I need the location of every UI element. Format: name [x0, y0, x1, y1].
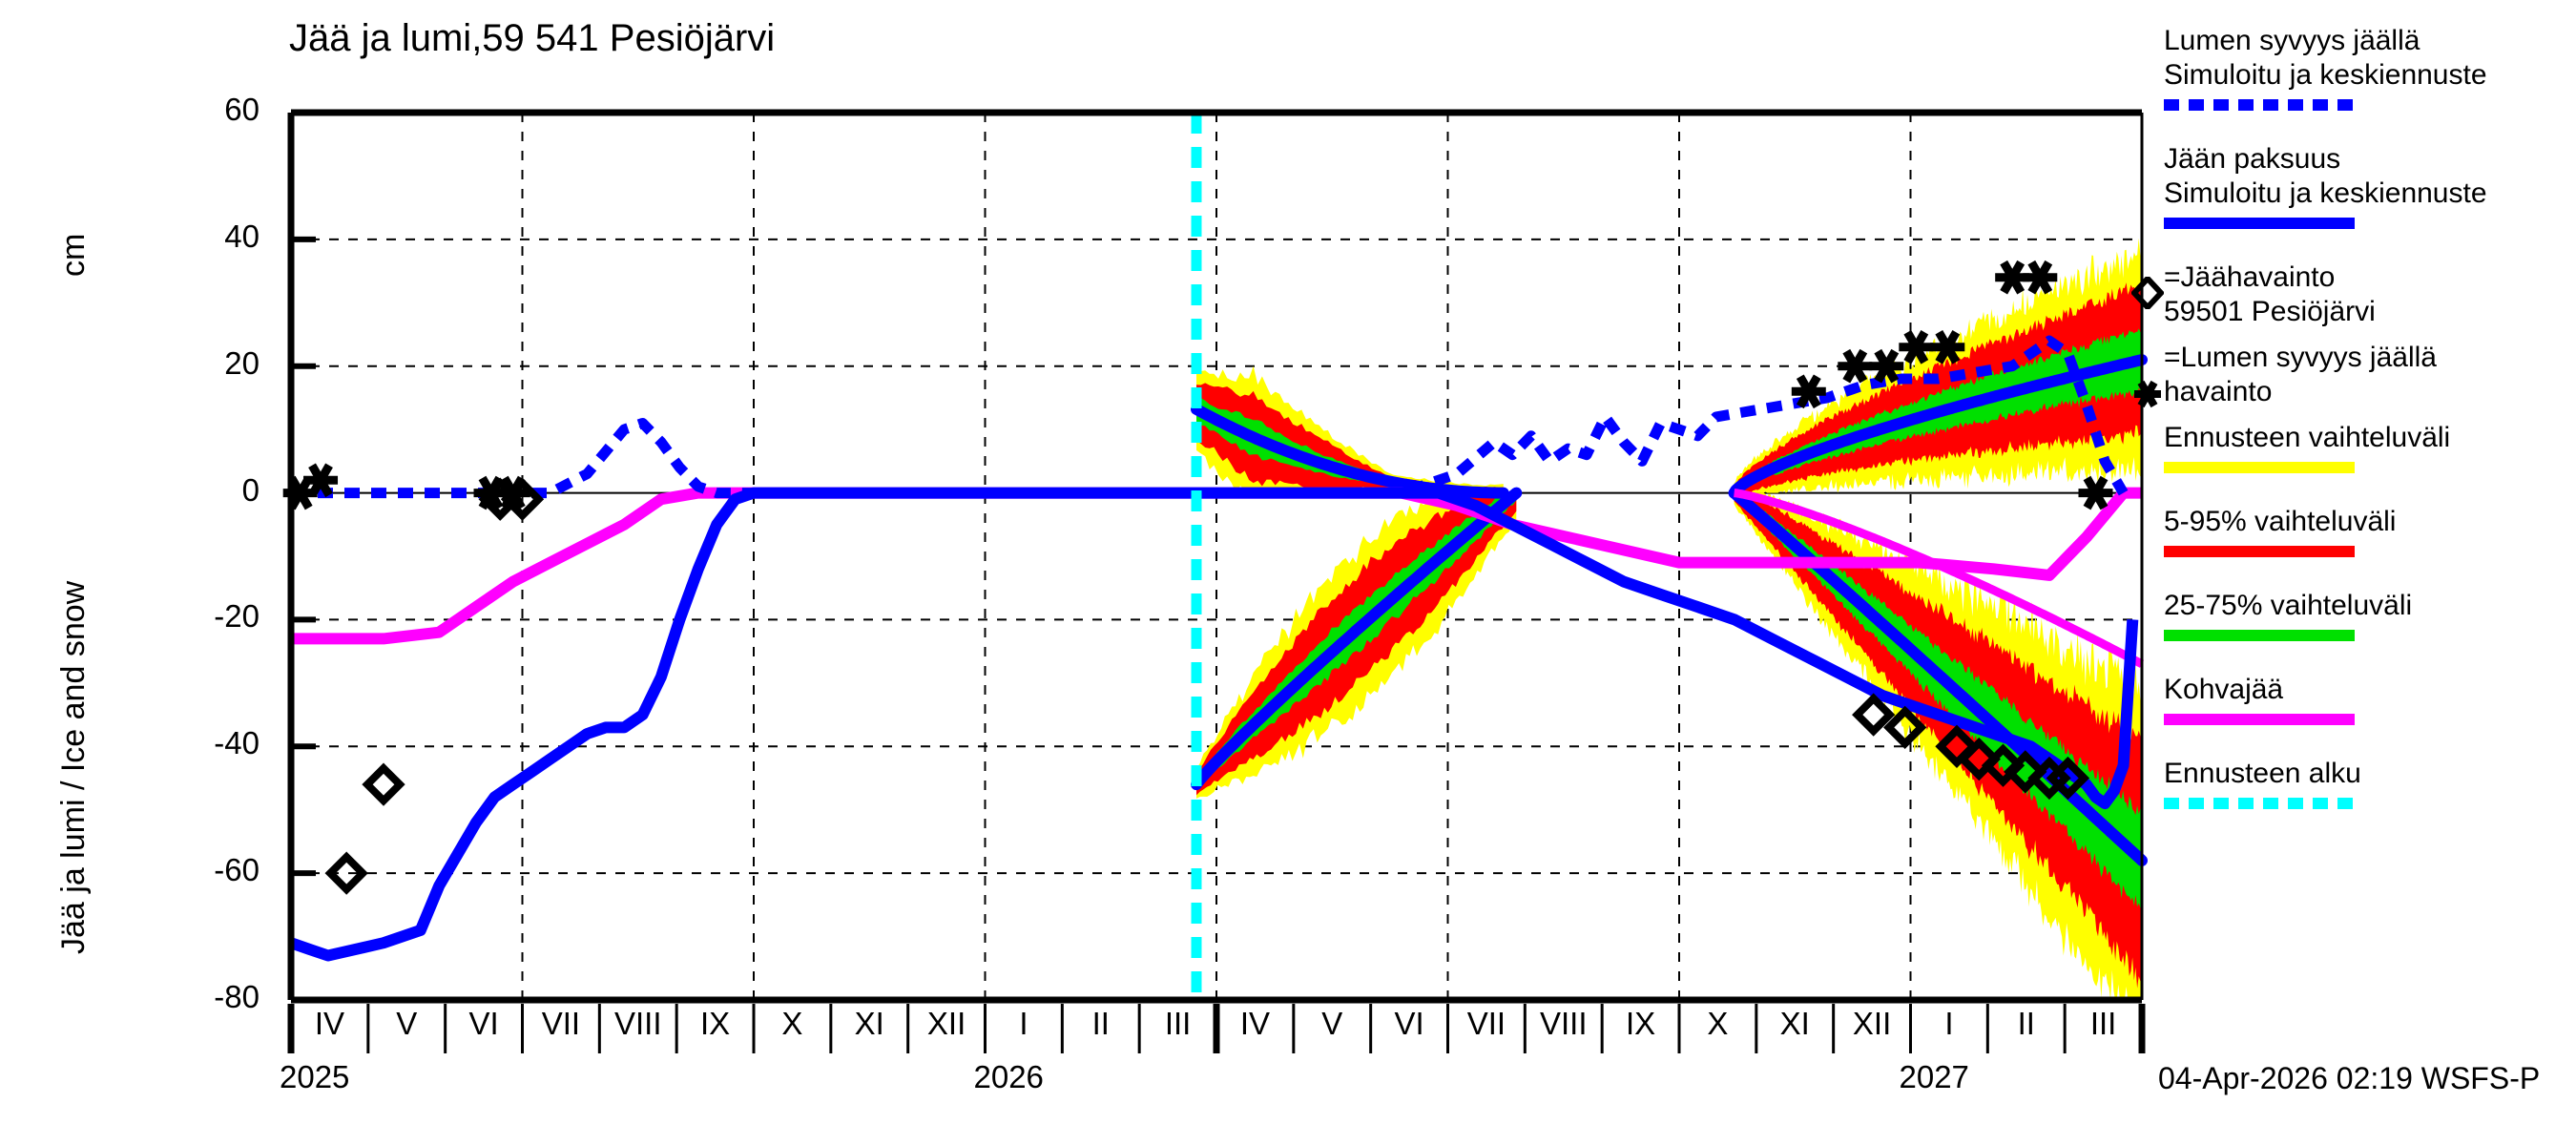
legend-diamond-icon [2131, 277, 2164, 309]
y-tick-label: -60 [214, 852, 260, 888]
legend-label: Kohvajää [2164, 674, 2284, 705]
legend-label: Simuloitu ja keskiennuste [2164, 177, 2487, 209]
x-tick-label-month: IX [699, 1006, 731, 1041]
timestamp-label: 04-Apr-2026 02:19 WSFS-P [2158, 1061, 2541, 1095]
legend-label: 59501 Pesiöjärvi [2164, 296, 2376, 327]
y-tick-label: 60 [224, 92, 260, 127]
y-tick-label: 0 [241, 471, 260, 508]
x-tick-label-month: VII [1466, 1006, 1506, 1041]
legend-label: 5-95% vaihteluväli [2164, 506, 2397, 537]
x-tick-label-month: XII [926, 1006, 966, 1041]
x-tick-label-year: 2025 [280, 1059, 350, 1094]
legend-label: Lumen syvyys jäällä [2164, 25, 2420, 56]
x-tick-label-month: XI [854, 1006, 884, 1041]
legend-swatch-slush-ice [2164, 714, 2355, 725]
x-tick-label-month: VIII [613, 1006, 662, 1041]
legend-swatch-range-25-75 [2164, 630, 2355, 641]
x-tick-label-month: VII [541, 1006, 581, 1041]
x-tick-label-month: XI [1779, 1006, 1810, 1041]
x-tick-label-year: 2026 [973, 1059, 1044, 1094]
legend-swatch-forecast-range [2164, 462, 2355, 473]
legend-label: Jään paksuus [2164, 143, 2341, 175]
x-tick-label-month: II [1091, 1006, 1110, 1041]
legend-swatch-snow-depth-on-ice [2164, 99, 2355, 111]
legend-label: havainto [2164, 376, 2273, 407]
x-tick-label-year: 2027 [1899, 1059, 1969, 1094]
x-tick-label-month: IV [1239, 1006, 1270, 1041]
x-tick-label-month: VI [1394, 1006, 1424, 1041]
x-tick-label-month: VI [468, 1006, 499, 1041]
legend-asterisk-icon [2131, 378, 2164, 410]
y-tick-label: -40 [214, 725, 260, 761]
x-tick-label-month: I [1019, 1006, 1028, 1041]
legend-swatch-range-5-95 [2164, 546, 2355, 557]
y-tick-label: 20 [224, 344, 260, 381]
legend-label: Simuloitu ja keskiennuste [2164, 59, 2487, 91]
legend-label: Ennusteen vaihteluväli [2164, 422, 2451, 453]
y-tick-label: -80 [214, 979, 260, 1014]
x-tick-label-month: IX [1625, 1006, 1656, 1041]
x-tick-label-month: V [1321, 1006, 1343, 1041]
legend-label: =Jäähavainto [2164, 261, 2336, 293]
x-tick-label-month: IV [314, 1006, 344, 1041]
y-tick-label: -20 [214, 598, 260, 635]
chart-title: Jää ja lumi,59 541 Pesiöjärvi [289, 17, 776, 59]
y-tick-label: 40 [224, 218, 260, 254]
legend-label: Ennusteen alku [2164, 758, 2361, 789]
legend-label: 25-75% vaihteluväli [2164, 590, 2413, 621]
x-tick-label-month: V [396, 1006, 418, 1041]
x-tick-label-month: X [1707, 1006, 1729, 1041]
x-tick-label-month: X [781, 1006, 803, 1041]
x-tick-label-month: VIII [1539, 1006, 1588, 1041]
legend-label: =Lumen syvyys jäällä [2164, 342, 2437, 373]
legend-swatch-forecast-start [2164, 798, 2355, 809]
x-tick-label-month: II [2017, 1006, 2035, 1041]
x-tick-label-month: XII [1852, 1006, 1892, 1041]
legend-swatch-ice-thickness [2164, 218, 2355, 229]
x-tick-label-month: I [1944, 1006, 1954, 1041]
x-tick-label-month: III [1164, 1006, 1192, 1041]
x-tick-label-month: III [2089, 1006, 2117, 1041]
